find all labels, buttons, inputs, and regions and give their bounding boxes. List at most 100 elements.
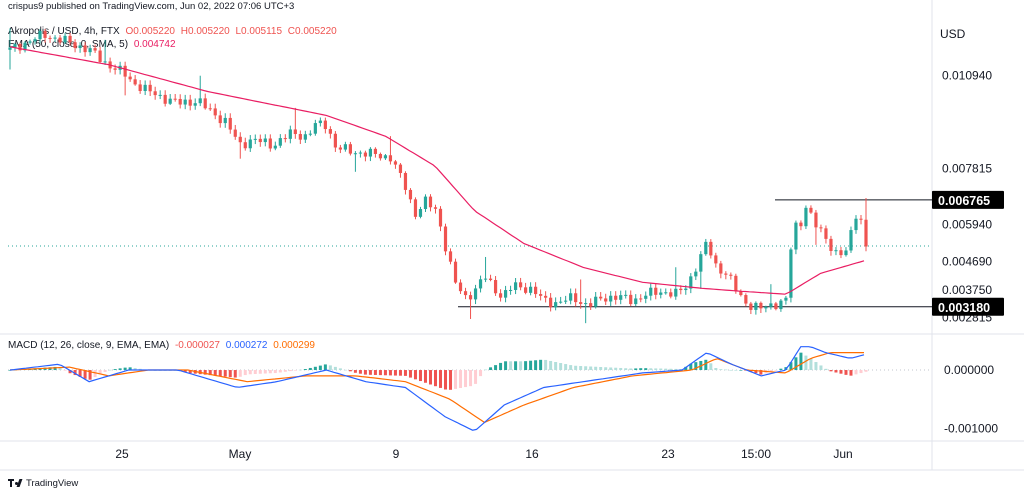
macd-histogram-bar [248,370,252,375]
macd-histogram-bar [368,370,372,375]
symbol-title[interactable]: Akropolis / USD, 4h, FTX [8,26,120,37]
macd-legend: MACD (12, 26, close, 9, EMA, EMA) -0.000… [8,340,318,352]
candle-body [789,249,793,298]
candle-body [233,129,237,137]
candle-body [413,199,418,217]
macd-histogram-bar [53,366,57,371]
macd-histogram-bar [58,367,62,371]
tradingview-logo-icon [8,479,23,488]
macd-histogram-bar [684,366,688,371]
candle-body [478,279,483,289]
candle-body [453,261,458,283]
candle-body [839,250,843,256]
candle-body [308,133,312,135]
macd-histogram-bar [829,370,833,372]
candle-body [408,189,413,200]
candle-body [88,48,92,53]
candle-body [288,129,292,139]
candle-body [649,287,653,296]
candle-body [584,303,588,305]
macd-histogram-bar [789,362,793,371]
macd-histogram-bar [769,370,773,372]
macd-histogram-bar [539,359,543,371]
level-label: 0.003180 [938,301,990,315]
macd-histogram-bar [308,367,312,371]
candle-body [503,290,508,298]
macd-histogram-bar [388,370,392,376]
candle-body [463,291,468,296]
macd-histogram-bar [353,370,357,373]
candle-body [744,295,748,304]
candle-body [539,294,543,296]
candle-body [218,115,222,124]
candle-body [403,172,408,190]
macd-histogram-bar [183,370,187,373]
candle-body [433,207,438,209]
macd-histogram-bar [363,370,367,375]
time-tick-label: 23 [661,447,675,461]
macd-histogram-bar [348,370,352,372]
candle-body [674,288,678,297]
candle-body [513,282,518,290]
macd-histogram-bar [514,361,518,371]
macd-histogram-bar [323,364,327,371]
macd-histogram-bar [408,370,412,378]
macd-histogram-bar [669,368,673,371]
low-value: L0.005115 [235,26,283,37]
footer: TradingView [8,478,78,489]
macd-histogram-bar [529,360,533,371]
candle-body [619,295,623,300]
candle-body [83,45,87,53]
ema-label[interactable]: EMA (50, close, 0, SMA, 5) [8,39,129,50]
macd-histogram-bar [804,355,808,371]
time-tick-label: May [229,447,252,461]
macd-histogram-bar [809,358,813,371]
candle-body [128,76,132,80]
macd-histogram-bar [559,363,563,371]
macd-histogram-bar [664,368,668,371]
macd-histogram-bar [273,370,277,374]
macd-histogram-bar [754,370,758,374]
macd-histogram-bar [864,370,868,372]
candle-body [604,298,608,302]
footer-brand[interactable]: TradingView [26,478,79,489]
candle-body [43,31,47,38]
candle-body [423,196,428,210]
candle-body [343,144,347,150]
macd-histogram-bar [333,366,337,371]
macd-histogram-bar [674,368,678,371]
candle-body [73,42,77,49]
candle-body [498,293,503,298]
candle-body [684,288,688,291]
macd-histogram-bar [489,367,493,371]
macd-histogram-bar [519,361,523,371]
macd-histogram-bar [383,370,387,376]
macd-histogram-bar [484,369,488,371]
macd-histogram-bar [569,365,573,371]
candle-body [508,289,513,291]
candle-body [754,302,758,310]
candle-body [639,298,643,300]
macd-histogram-bar [639,368,643,371]
candle-body [724,273,728,275]
macd-tick-label: 0.000000 [944,363,994,377]
macd-histogram-bar [649,368,653,371]
candle-body [328,129,332,134]
candle-body [378,153,383,159]
candle-body [654,287,658,295]
candle-body [669,292,673,297]
candle-body [188,99,192,106]
open-value: O0.005220 [125,26,175,37]
macd-histogram-bar [839,370,843,374]
published-line: crispus9 published on TradingView.com, J… [8,1,295,12]
macd-label[interactable]: MACD (12, 26, close, 9, EMA, EMA) [8,340,170,351]
candle-body [158,94,162,96]
macd-histogram-bar [338,368,342,371]
macd-histogram-bar [68,370,72,374]
macd-histogram-bar [544,359,548,371]
macd-histogram-bar [208,370,212,376]
macd-histogram-bar [293,370,297,371]
candle-body [719,263,723,274]
macd-histogram-bar [629,368,633,371]
